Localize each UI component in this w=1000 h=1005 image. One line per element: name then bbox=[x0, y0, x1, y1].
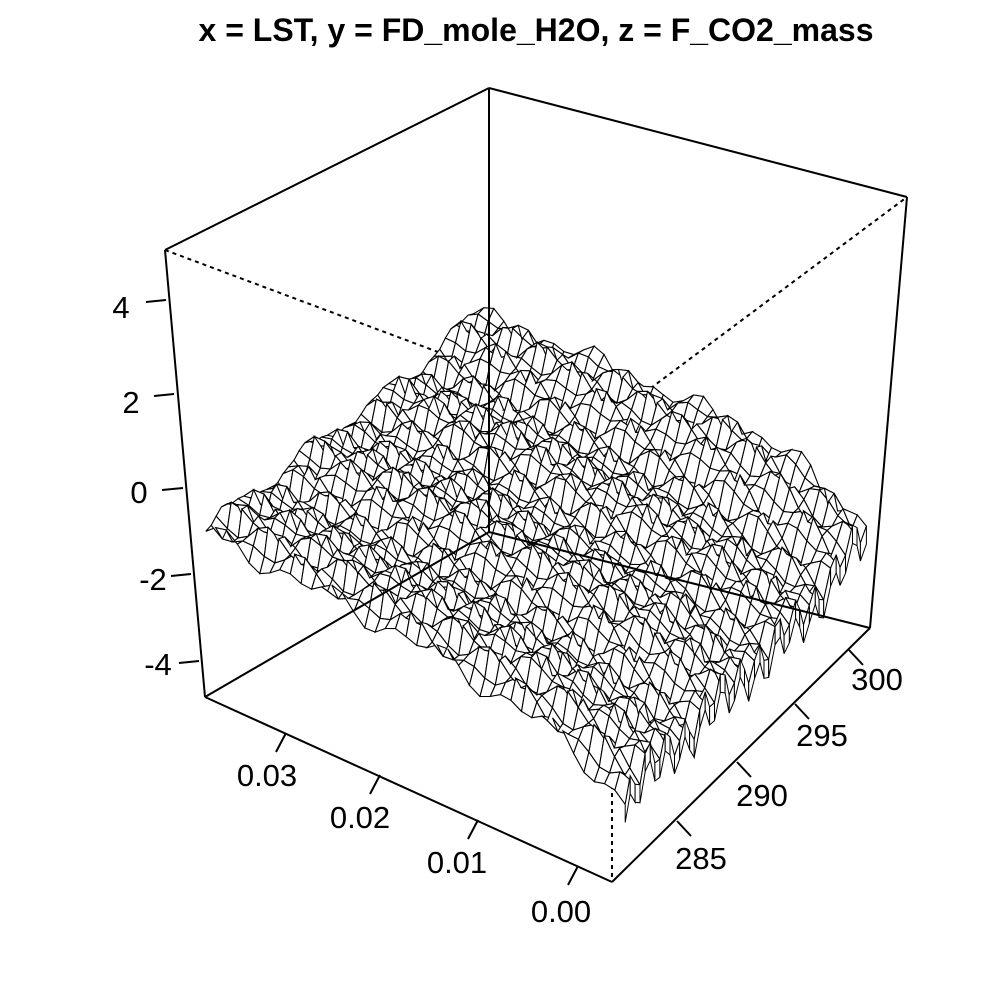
z-axis bbox=[146, 300, 199, 663]
surface-skirt-facet bbox=[720, 674, 725, 693]
z-tick-mark bbox=[171, 574, 191, 576]
x-tick-label: 290 bbox=[736, 778, 788, 813]
z-tick-label: 2 bbox=[122, 385, 139, 420]
z-tick-label: -4 bbox=[144, 647, 172, 682]
y-tick-label: 0.03 bbox=[237, 758, 297, 793]
z-tick-label: 0 bbox=[130, 475, 147, 510]
z-tick-mark bbox=[179, 661, 199, 663]
box-edge-right-vertical bbox=[870, 197, 907, 628]
y-tick-mark bbox=[568, 866, 578, 885]
x-tick-label: 300 bbox=[851, 662, 903, 697]
surface-skirt-facet bbox=[655, 759, 660, 781]
z-tick-label: 4 bbox=[112, 290, 129, 325]
y-tick-mark bbox=[370, 775, 380, 794]
surface-skirt-facet bbox=[764, 659, 769, 678]
z-tick-mark bbox=[154, 394, 174, 396]
y-tick-label: 0.01 bbox=[427, 845, 487, 880]
z-tick-mark bbox=[146, 300, 166, 302]
chart-title: x = LST, y = FD_mole_H2O, z = F_CO2_mass bbox=[199, 12, 874, 48]
x-tick-label: 295 bbox=[796, 718, 848, 753]
x-tick-mark bbox=[677, 821, 691, 836]
y-tick-label: 0.00 bbox=[531, 894, 591, 929]
surface-skirt-facet bbox=[853, 525, 858, 545]
y-tick-mark bbox=[468, 820, 478, 839]
box-edge-back-top-right bbox=[612, 197, 907, 417]
y-tick-label: 0.02 bbox=[330, 800, 390, 835]
x-tick-mark bbox=[737, 762, 751, 777]
surface-skirt-facet bbox=[635, 784, 640, 803]
surface-skirt-facet bbox=[710, 703, 715, 725]
box-edge-top-left bbox=[165, 88, 489, 250]
z-tick-mark bbox=[162, 488, 183, 490]
box-edge-left-vertical bbox=[165, 250, 205, 697]
surface-mesh bbox=[206, 308, 867, 823]
x-tick-mark bbox=[795, 704, 809, 719]
box-edge-top-right bbox=[489, 88, 907, 197]
x-tick-label: 285 bbox=[675, 841, 727, 876]
surface-skirt-facet bbox=[665, 733, 670, 755]
y-tick-mark bbox=[276, 733, 286, 752]
z-tick-label: -2 bbox=[139, 562, 167, 597]
